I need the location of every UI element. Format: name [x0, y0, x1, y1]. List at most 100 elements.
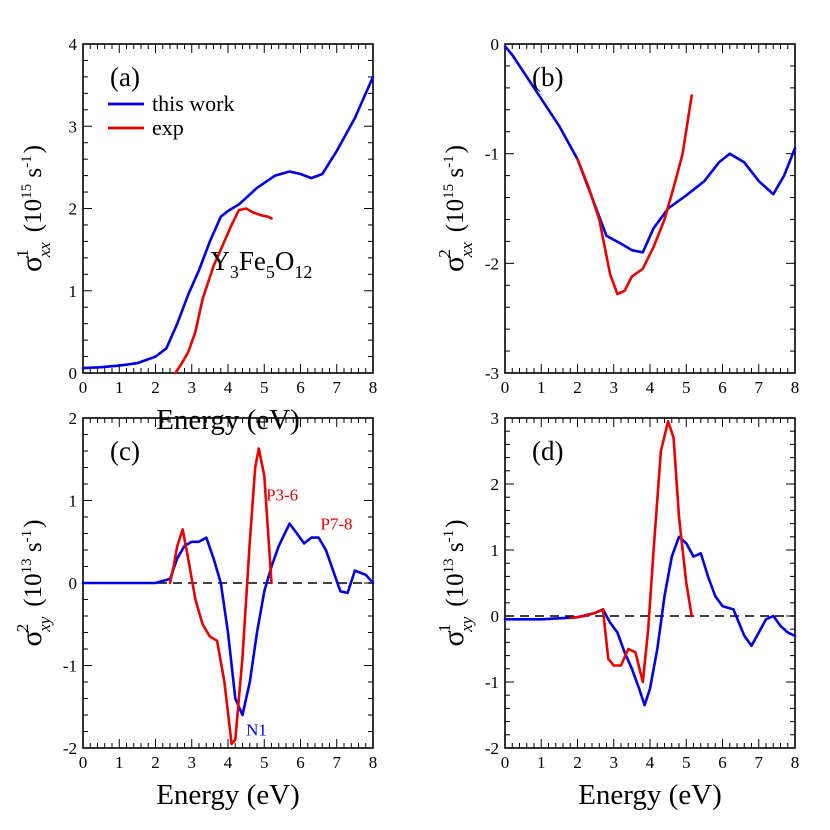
panel-3-ytick-label: 0	[491, 607, 500, 626]
ylabel-unit-rest-exp: -1	[19, 155, 35, 168]
panel-1-ytick-label: -1	[485, 145, 499, 164]
formula-subscript: 3	[230, 262, 239, 282]
panel-3-xtick-label: 5	[682, 753, 691, 772]
panel-2-series-blue	[81, 522, 375, 717]
ylabel-sup: 1	[435, 624, 454, 633]
panel-2-ytick-label: -2	[63, 739, 77, 758]
panel-3-xtick-label: 4	[646, 753, 655, 772]
ylabel-sub: xx	[35, 242, 54, 259]
panel-2-xtick-label: 6	[296, 753, 305, 772]
panel-1-frame	[504, 43, 796, 374]
panel-0-ytick-label: 4	[69, 35, 78, 54]
ylabel-sub: xy	[35, 616, 54, 633]
panel-0-series-blue	[81, 75, 375, 370]
ylabel-sigma: σ	[437, 630, 470, 646]
panel-0-formula: Y3Fe5O12	[210, 246, 312, 282]
panel-2-ytick-label: 0	[69, 574, 78, 593]
ylabel-sigma: σ	[15, 256, 48, 272]
panel-0-legend-label: this work	[152, 91, 235, 116]
panel-1-xtick-label: 0	[501, 378, 510, 397]
ylabel-unit-rest: s	[20, 542, 47, 558]
panel-1-xtick-label: 6	[718, 378, 727, 397]
panel-0-xtick-label: 5	[260, 378, 269, 397]
panel-2-xtick-label: 0	[79, 753, 88, 772]
panel-2-xtick-label: 3	[188, 753, 197, 772]
panel-3-xtick-label: 3	[610, 753, 619, 772]
ylabel-sub: xx	[457, 242, 476, 259]
panel-0-legend-label: exp	[152, 115, 184, 140]
ylabel-unit-rest-exp: -1	[441, 155, 457, 168]
panel-2-xtick-label: 4	[224, 753, 233, 772]
ylabel-unit-rest-exp: -1	[441, 530, 457, 543]
ylabel-sigma: σ	[437, 256, 470, 272]
panel-1-ylabel: σ2 xx (1015 s-1)	[435, 145, 476, 272]
ylabel-unit-rest-exp: -1	[19, 530, 35, 543]
panel-1-ytick-label: -3	[485, 364, 499, 383]
ylabel-unit: (10	[20, 573, 47, 606]
ylabel-unit-exp: 13	[441, 558, 457, 573]
panel-1-xtick-label: 1	[537, 378, 546, 397]
panel-0-xtick-label: 2	[151, 378, 160, 397]
ylabel-sub: xy	[457, 616, 476, 633]
panel-2-ytick-label: -1	[63, 657, 77, 676]
ylabel-unit-exp: 13	[19, 558, 35, 573]
panel-3-xlabel: Energy (eV)	[578, 779, 722, 811]
panel-2-xtick-label: 5	[260, 753, 269, 772]
panel-3-ytick-label: -1	[485, 673, 499, 692]
panel-2-ytick-label: 1	[69, 492, 78, 511]
panel-1-xtick-label: 7	[755, 378, 764, 397]
panel-2-series-red	[168, 447, 273, 746]
panel-3-ytick-label: 2	[491, 475, 500, 494]
panel-2-ytick-label: 2	[69, 409, 78, 428]
formula-subscript: 12	[294, 262, 312, 282]
panel-3-ylabel: σ1 xy (1013 s-1)	[435, 520, 476, 647]
ylabel-sigma: σ	[15, 630, 48, 646]
ylabel-unit: (10	[442, 199, 469, 232]
panel-1-xtick-label: 3	[610, 378, 619, 397]
panel-1-ytick-label: 0	[491, 35, 500, 54]
ylabel-unit-exp: 15	[441, 184, 457, 199]
formula-subscript: 5	[266, 262, 275, 282]
panel-3-label: (d)	[532, 436, 563, 466]
panel-0-xtick-label: 4	[224, 378, 233, 397]
panel-3-ytick-label: 1	[491, 541, 500, 560]
panel-0-series-red	[174, 207, 273, 375]
panel-0-xtick-label: 3	[188, 378, 197, 397]
panel-0-xtick-label: 8	[369, 378, 378, 397]
panel-3-xtick-label: 7	[755, 753, 764, 772]
panel-1-xtick-label: 2	[573, 378, 582, 397]
panel-2: 0 1 2 3 4 5 6 7 8 -2 -1 0 1 2 (c) Energy (eV) σ2 xy (1013 …	[13, 409, 377, 811]
ylabel-close: )	[442, 145, 469, 153]
panel-3-xtick-label: 0	[501, 753, 510, 772]
ylabel-close: )	[442, 520, 469, 528]
formula-element: Fe	[239, 246, 266, 276]
panel-1-ytick-label: -2	[485, 254, 499, 273]
formula-element: Y	[210, 246, 230, 276]
panel-1: 0 1 2 3 4 5 6 7 8-3-2-10(b)σ2 xx(1015 s-1)	[435, 35, 799, 397]
panel-3-frame	[504, 417, 796, 749]
panel-0-xtick-label: 0	[79, 378, 88, 397]
panel-3-xtick-label: 2	[573, 753, 582, 772]
panel-0-label: (a)	[110, 62, 140, 92]
panel-3-series-red	[568, 419, 694, 684]
ylabel-unit: (10	[442, 573, 469, 606]
panel-2-annotation: N1	[246, 721, 267, 740]
panel-0-ylabel: σ1 xx (1015 s-1)	[13, 145, 54, 272]
panel-0-ytick-label: 1	[69, 282, 78, 301]
panel-1-series-red	[576, 94, 694, 296]
panel-2-xtick-label: 2	[151, 753, 160, 772]
panel-2-label: (c)	[110, 436, 140, 466]
panel-0-xtick-label: 7	[333, 378, 342, 397]
panel-2-annotation: P3-6	[266, 486, 298, 505]
panel-0-ytick-label: 0	[69, 364, 78, 383]
ylabel-unit-rest: s	[442, 542, 469, 558]
ylabel-sup: 1	[13, 249, 32, 258]
ylabel-close: )	[20, 145, 47, 153]
panel-2-xlabel: Energy (eV)	[156, 779, 300, 811]
panel-0-xtick-label: 6	[296, 378, 305, 397]
panel-2-annotation: P7-8	[320, 514, 352, 533]
ylabel-close: )	[20, 520, 47, 528]
ylabel-unit-rest: s	[442, 168, 469, 184]
